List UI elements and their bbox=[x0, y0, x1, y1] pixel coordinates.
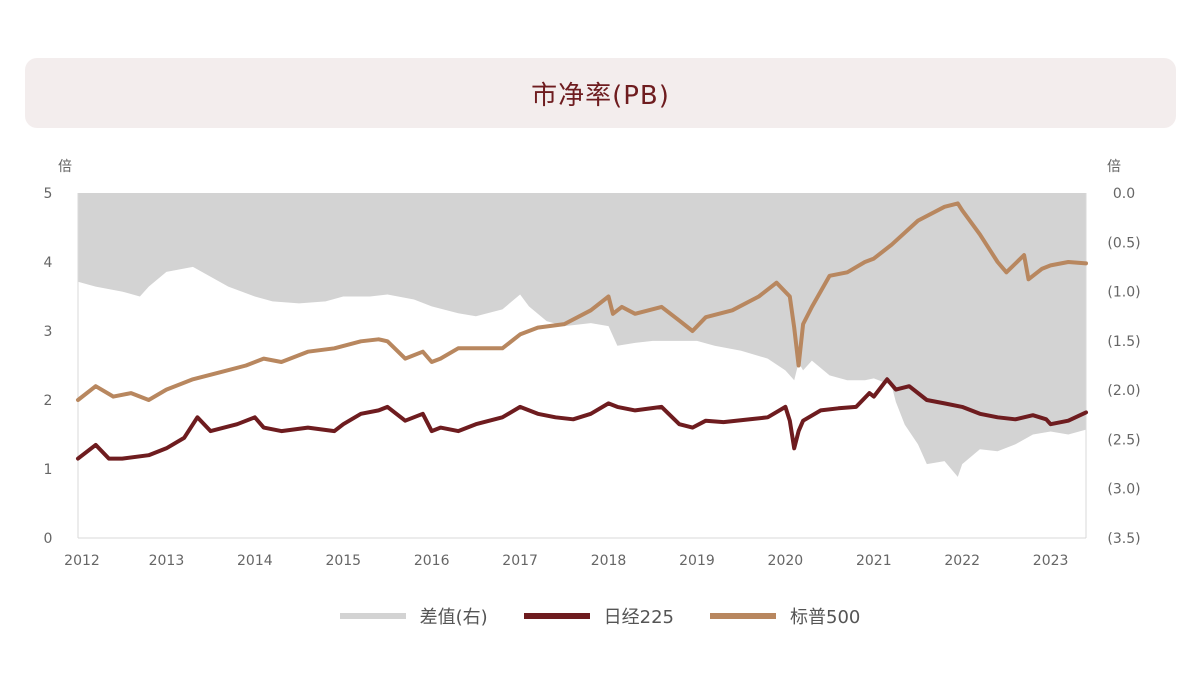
legend-swatch-sp500 bbox=[710, 613, 777, 619]
legend-swatch-nikkei bbox=[523, 613, 590, 619]
chart-title-bar: 市净率(PB) bbox=[25, 58, 1176, 128]
legend-swatch-diff bbox=[339, 613, 406, 619]
legend-item-sp500: 标普500 bbox=[710, 603, 860, 629]
left-tick-label: 1 bbox=[44, 462, 53, 478]
x-tick-label: 2022 bbox=[944, 553, 980, 569]
right-tick-label: 0.0 bbox=[1113, 186, 1135, 202]
chart-title: 市净率(PB) bbox=[531, 80, 670, 111]
x-tick-label: 2014 bbox=[237, 553, 273, 569]
right-tick-label: (3.0) bbox=[1107, 482, 1140, 498]
right-tick-label: (3.5) bbox=[1107, 531, 1140, 547]
x-tick-label: 2019 bbox=[679, 553, 715, 569]
legend-item-diff: 差值(右) bbox=[339, 603, 488, 629]
series-area-diff bbox=[78, 193, 1086, 477]
legend-item-nikkei: 日经225 bbox=[523, 603, 675, 629]
x-tick-label: 2018 bbox=[591, 553, 627, 569]
right-tick-label: (1.5) bbox=[1107, 334, 1140, 350]
legend: 差值(右) 日经225 标普500 bbox=[0, 603, 1200, 629]
x-tick-label: 2023 bbox=[1033, 553, 1069, 569]
x-tick-label: 2021 bbox=[856, 553, 892, 569]
x-tick-label: 2016 bbox=[414, 553, 450, 569]
right-tick-label: (1.0) bbox=[1107, 285, 1140, 301]
right-axis-unit: 倍 bbox=[1107, 159, 1121, 175]
x-tick-label: 2020 bbox=[768, 553, 804, 569]
x-tick-label: 2017 bbox=[502, 553, 538, 569]
right-tick-label: (2.5) bbox=[1107, 432, 1140, 448]
left-tick-label: 3 bbox=[44, 324, 53, 340]
series-line-sp500 bbox=[76, 201, 1088, 402]
x-tick-label: 2015 bbox=[325, 553, 361, 569]
series-line-nikkei bbox=[76, 377, 1088, 461]
left-tick-label: 2 bbox=[44, 393, 53, 409]
left-tick-label: 0 bbox=[44, 531, 53, 547]
left-tick-label: 5 bbox=[44, 186, 53, 202]
legend-label-diff: 差值(右) bbox=[419, 607, 488, 628]
left-axis-unit: 倍 bbox=[58, 159, 72, 175]
legend-label-sp500: 标普500 bbox=[790, 607, 861, 628]
x-tick-label: 2012 bbox=[64, 553, 100, 569]
legend-label-nikkei: 日经225 bbox=[603, 607, 675, 628]
right-tick-label: (2.0) bbox=[1107, 383, 1140, 399]
right-tick-label: (0.5) bbox=[1107, 235, 1140, 251]
left-tick-label: 4 bbox=[44, 255, 53, 271]
x-tick-label: 2013 bbox=[149, 553, 185, 569]
